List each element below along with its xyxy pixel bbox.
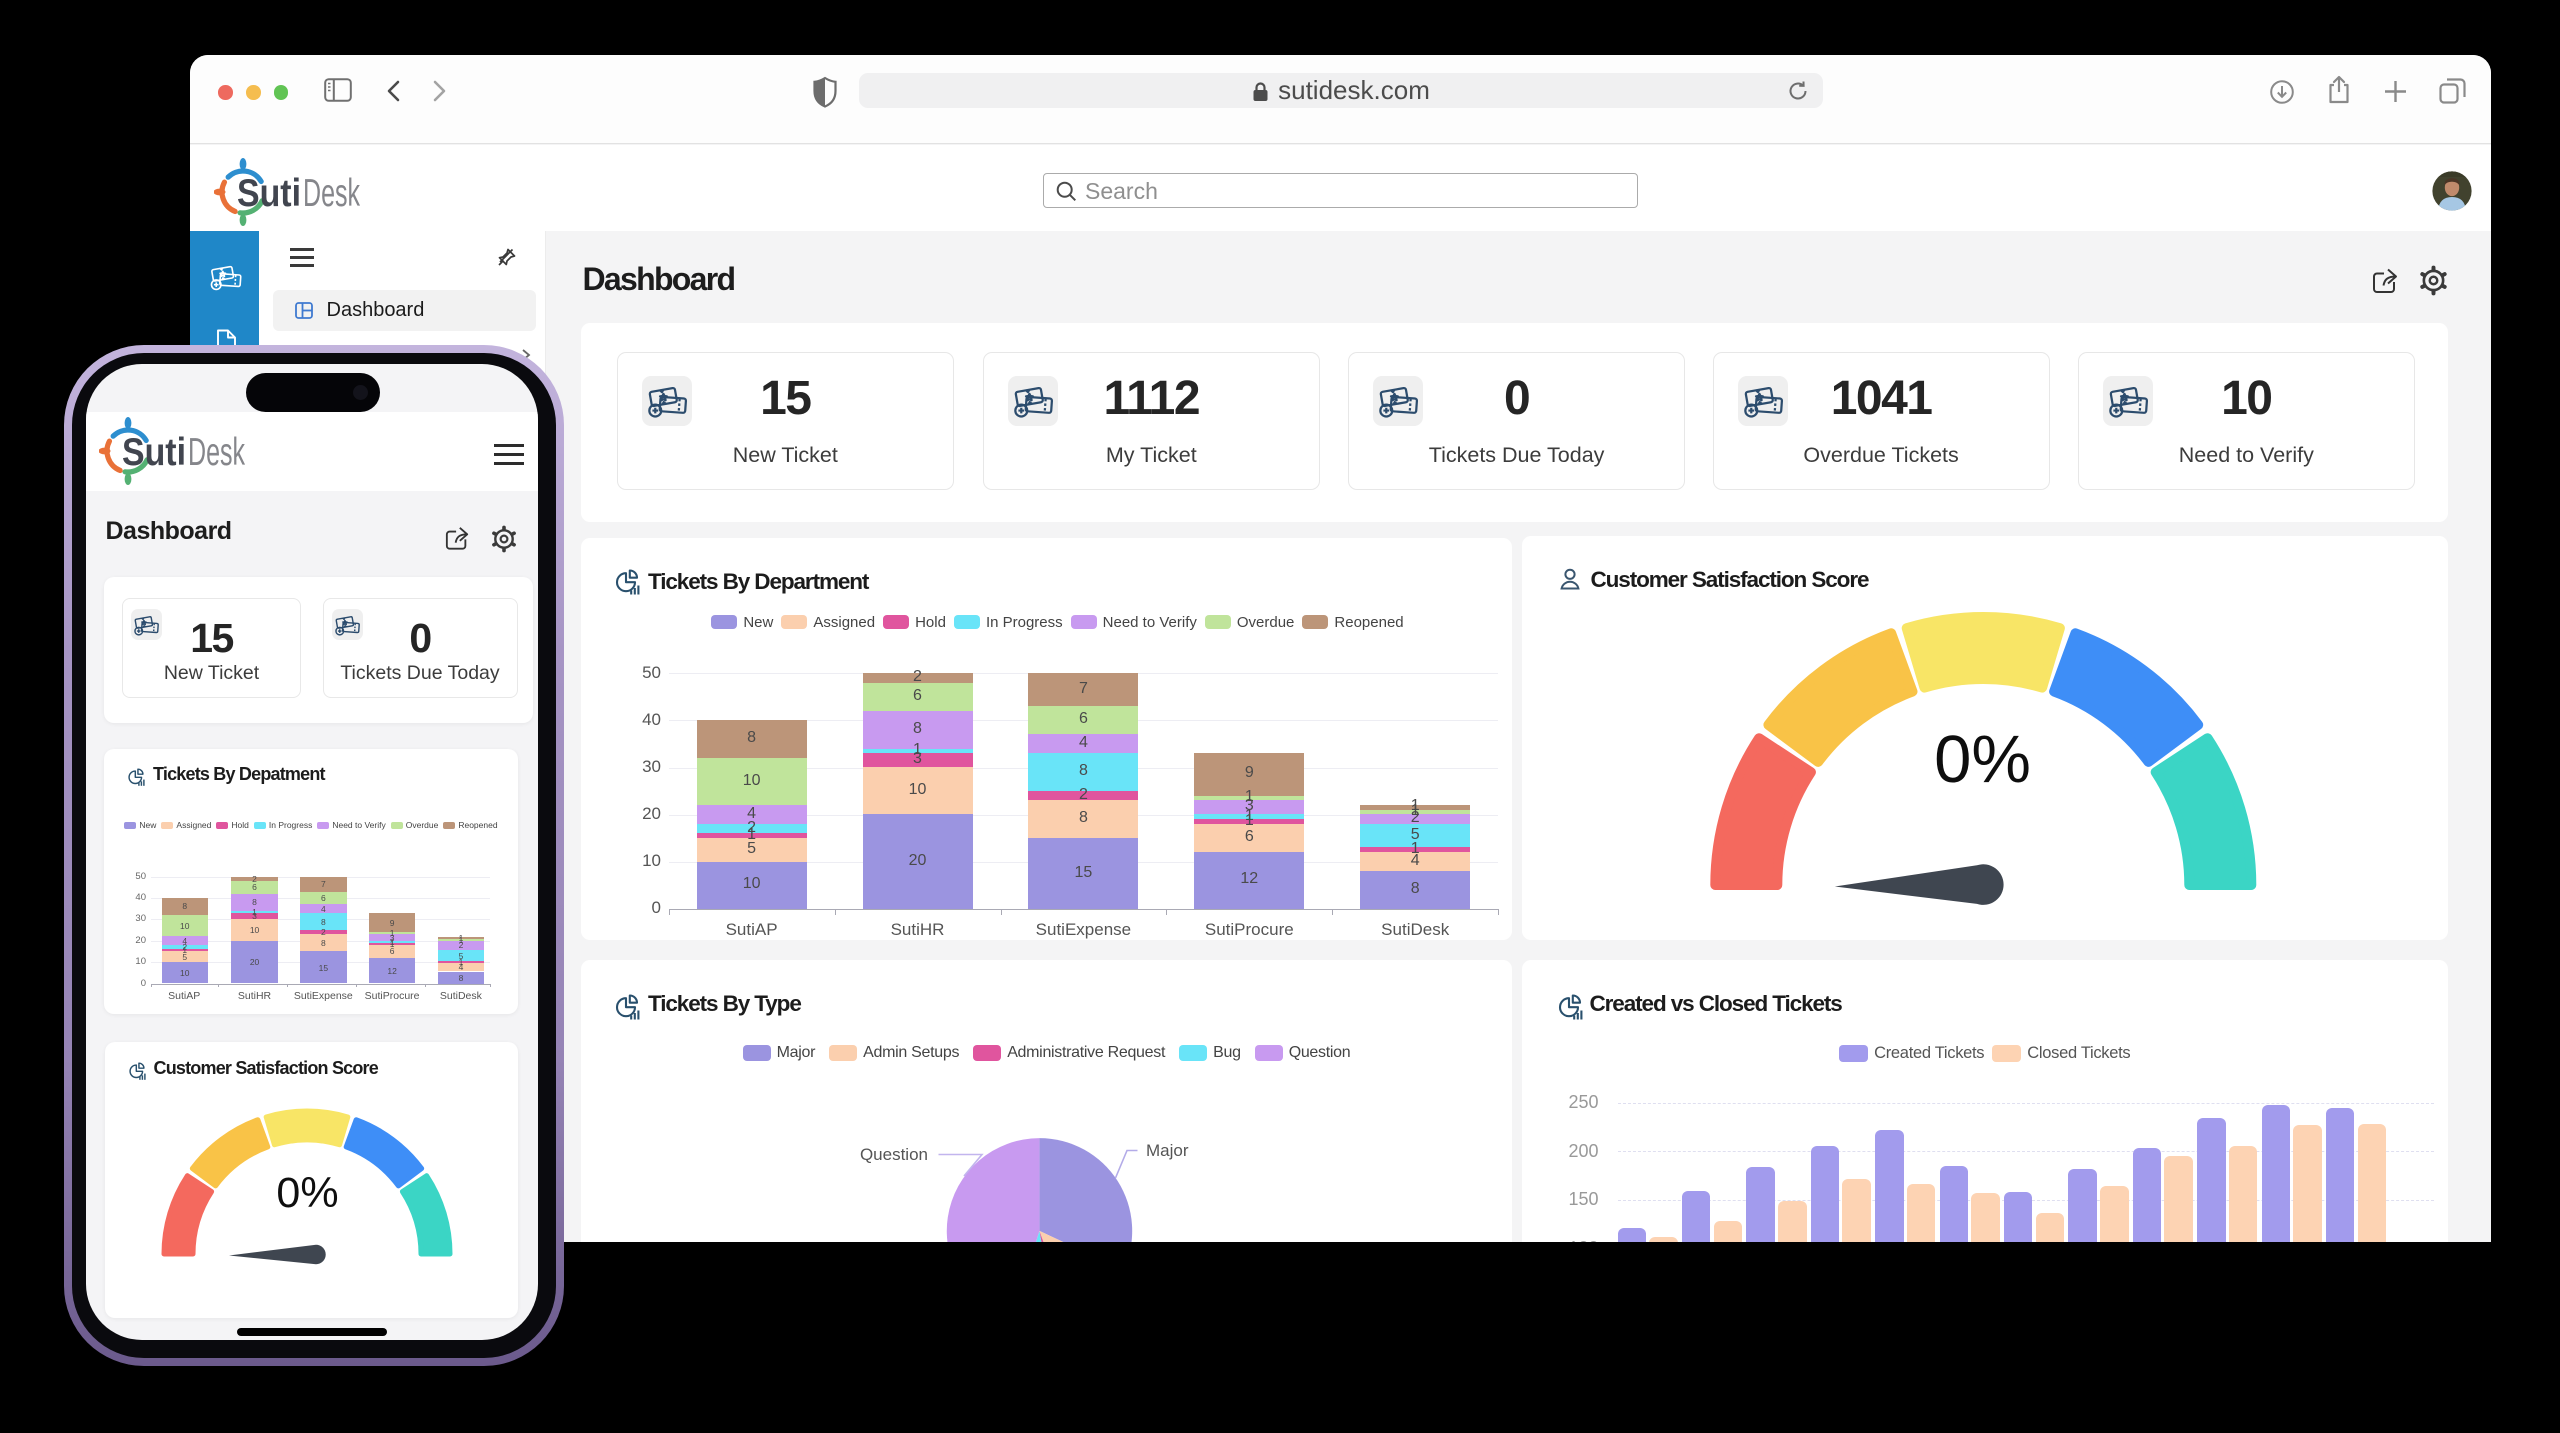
svg-text:Suti: Suti [237,172,301,215]
svg-text:Desk: Desk [188,431,245,474]
svg-text:Question: Question [860,1145,928,1164]
svg-text:Desk: Desk [303,172,360,215]
svg-text:Suti: Suti [122,431,186,474]
svg-text:Major: Major [1146,1141,1189,1160]
